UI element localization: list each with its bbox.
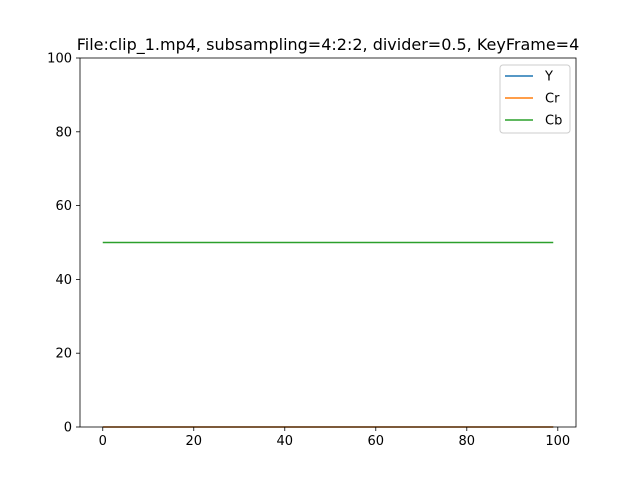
x-tick-label: 20 <box>185 434 202 449</box>
y-tick-label: 100 <box>47 52 72 67</box>
y-tick-label: 60 <box>55 199 72 214</box>
axes-frame <box>79 57 577 428</box>
legend-label-cr: Cr <box>545 92 560 107</box>
x-tick-label: 60 <box>368 434 385 449</box>
legend: Y Cr Cb <box>499 64 571 134</box>
y-tick-label: 20 <box>55 347 72 362</box>
y-tick-label: 40 <box>55 273 72 288</box>
axes: 0 20 40 60 80 100 0 20 40 60 80 100 <box>47 52 577 449</box>
plot-area <box>102 241 554 428</box>
x-tick-label: 80 <box>459 434 476 449</box>
y-tick-label: 0 <box>64 421 72 436</box>
x-tick-label: 100 <box>545 434 570 449</box>
chart-title: File:clip_1.mp4, subsampling=4:2:2, divi… <box>77 35 580 55</box>
legend-label-cb: Cb <box>545 114 562 129</box>
legend-box <box>499 64 571 134</box>
x-tick-label: 0 <box>99 434 107 449</box>
y-tick-label: 80 <box>55 125 72 140</box>
x-tick-label: 40 <box>276 434 293 449</box>
legend-label-y: Y <box>544 70 553 85</box>
